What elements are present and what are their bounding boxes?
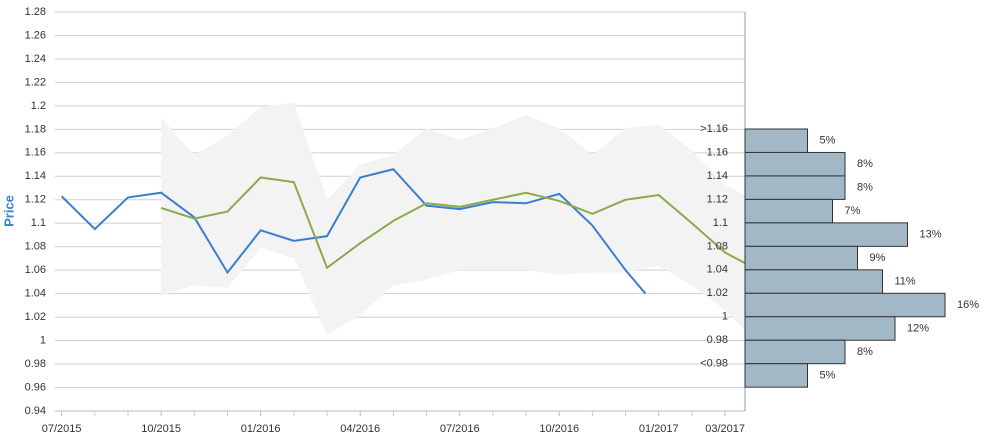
data-label: 11% (895, 275, 916, 287)
data-label: 8% (857, 346, 873, 358)
histogram-bar (744, 245, 858, 271)
histogram-bar (744, 363, 808, 388)
y-tick-label: 1.26 (25, 29, 46, 41)
y-tick-label: 1.22 (25, 76, 46, 88)
y-tick-label: 1.02 (25, 311, 46, 323)
histogram-bin-label: 1.16 (707, 146, 728, 158)
histogram-bin-label: 1.04 (707, 264, 728, 276)
histogram-bin-label: 0.98 (707, 334, 728, 346)
y-tick-label: 1.08 (25, 241, 46, 253)
data-label: 8% (857, 182, 873, 194)
histogram-bin-label: 1.12 (707, 193, 728, 205)
range-band (161, 102, 746, 335)
histogram-bar (744, 198, 833, 224)
y-tick-label: 1.14 (25, 170, 46, 182)
x-tick-label: 01/2016 (241, 423, 281, 435)
data-label: 16% (957, 299, 979, 311)
histogram-bin-label: 1 (722, 311, 728, 323)
y-axis-label: Price (1, 195, 16, 227)
histogram-bar (744, 222, 908, 247)
line-series (60, 168, 647, 295)
y-tick-label: 0.94 (25, 405, 46, 417)
y-tick-label: 1.2 (31, 100, 46, 112)
x-tick-label: 10/2016 (539, 423, 579, 435)
x-tick-label: 03/2017 (705, 423, 745, 435)
x-tick-label: 04/2016 (340, 423, 380, 435)
histogram-bin-label: >1.16 (700, 123, 728, 135)
histogram-bin-label: 1.08 (707, 240, 728, 252)
data-label: 9% (870, 252, 886, 264)
histogram-bin-label: 1.1 (713, 217, 728, 229)
histogram-bar (744, 339, 846, 365)
histogram-bar (744, 316, 896, 341)
histogram-bin-label: 1.02 (707, 287, 728, 299)
histogram-bar (744, 151, 846, 177)
y-tick-label: 1 (40, 334, 46, 346)
histogram-bar (744, 292, 946, 318)
y-tick-label: 1.12 (25, 194, 46, 206)
y-tick-label: 1.1 (31, 217, 46, 229)
y-tick-label: 0.96 (25, 381, 46, 393)
y-tick-label: 1.06 (25, 264, 46, 276)
y-tick-label: 1.16 (25, 147, 46, 159)
x-tick-label: 01/2017 (639, 423, 679, 435)
data-label: 5% (820, 369, 836, 381)
histogram-bar (744, 269, 883, 294)
y-tick-label: 1.28 (25, 6, 46, 18)
y-tick-label: 1.04 (25, 288, 46, 300)
y-tick-label: 1.24 (25, 53, 46, 65)
x-tick-label: 10/2015 (141, 423, 181, 435)
histogram-bin-label: 1.14 (707, 170, 728, 182)
data-label: 5% (820, 135, 836, 147)
data-label: 8% (857, 158, 873, 170)
x-tick-label: 07/2015 (42, 423, 82, 435)
y-tick-label: 1.18 (25, 123, 46, 135)
data-label: 7% (845, 205, 861, 217)
x-tick-label: 07/2016 (440, 423, 480, 435)
data-label: 12% (907, 322, 929, 334)
y-tick-label: 0.98 (25, 358, 46, 370)
data-label: 13% (920, 229, 942, 241)
histogram-bar (744, 175, 846, 200)
histogram-bar (744, 128, 808, 153)
histogram-bin-label: <0.98 (700, 358, 728, 370)
line-series (160, 176, 746, 270)
